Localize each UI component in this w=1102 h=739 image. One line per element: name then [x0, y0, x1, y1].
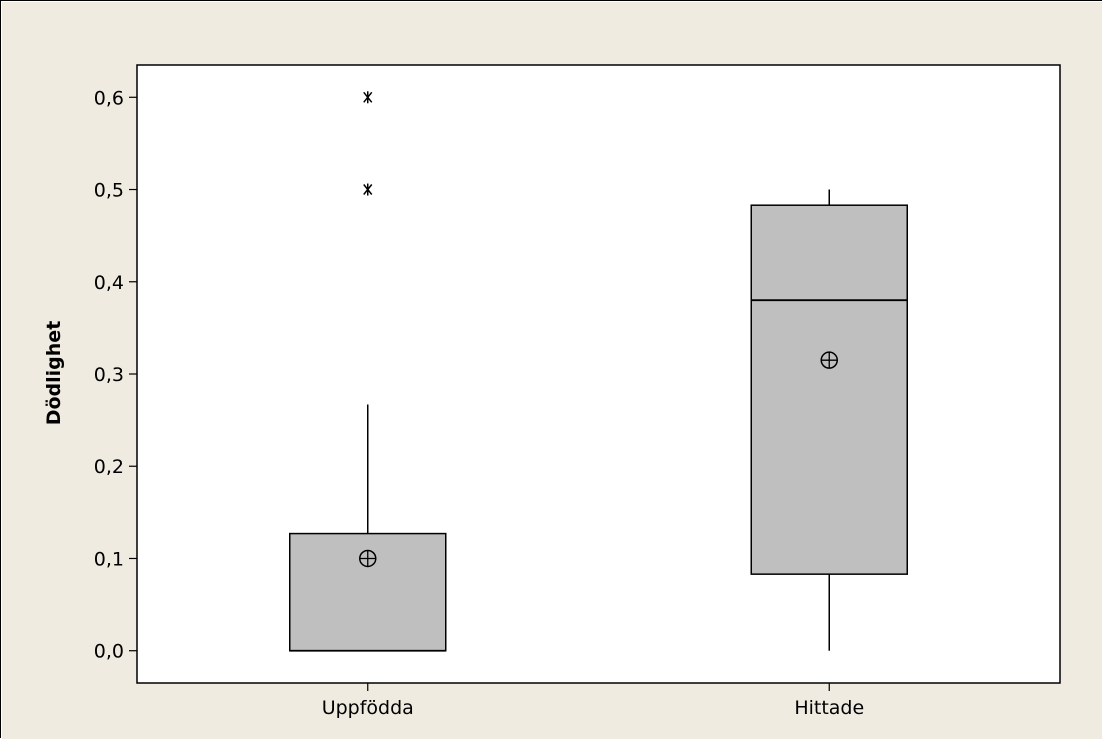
- box-series: [289, 91, 908, 652]
- x-axis: Uppfödda Hittade: [322, 683, 864, 719]
- outlier-point: [363, 91, 373, 104]
- y-axis-title: Dödlighet: [43, 321, 65, 426]
- y-tick-label: 0,4: [94, 272, 124, 294]
- y-tick-label: 0,0: [94, 641, 124, 663]
- box: [750, 204, 908, 575]
- plot-area: [136, 64, 1061, 684]
- y-axis: 0,0 0,1 0,2 0,3 0,4 0,5 0,6: [94, 87, 137, 663]
- y-tick-label: 0,6: [94, 87, 124, 109]
- y-tick-label: 0,2: [94, 456, 124, 478]
- y-tick-label: 0,5: [94, 180, 124, 202]
- y-tick-label: 0,3: [94, 364, 124, 386]
- outlier-point: [363, 183, 373, 196]
- x-tick-label: Hittade: [794, 697, 864, 719]
- y-tick-label: 0,1: [94, 548, 124, 570]
- x-tick-label: Uppfödda: [322, 697, 414, 719]
